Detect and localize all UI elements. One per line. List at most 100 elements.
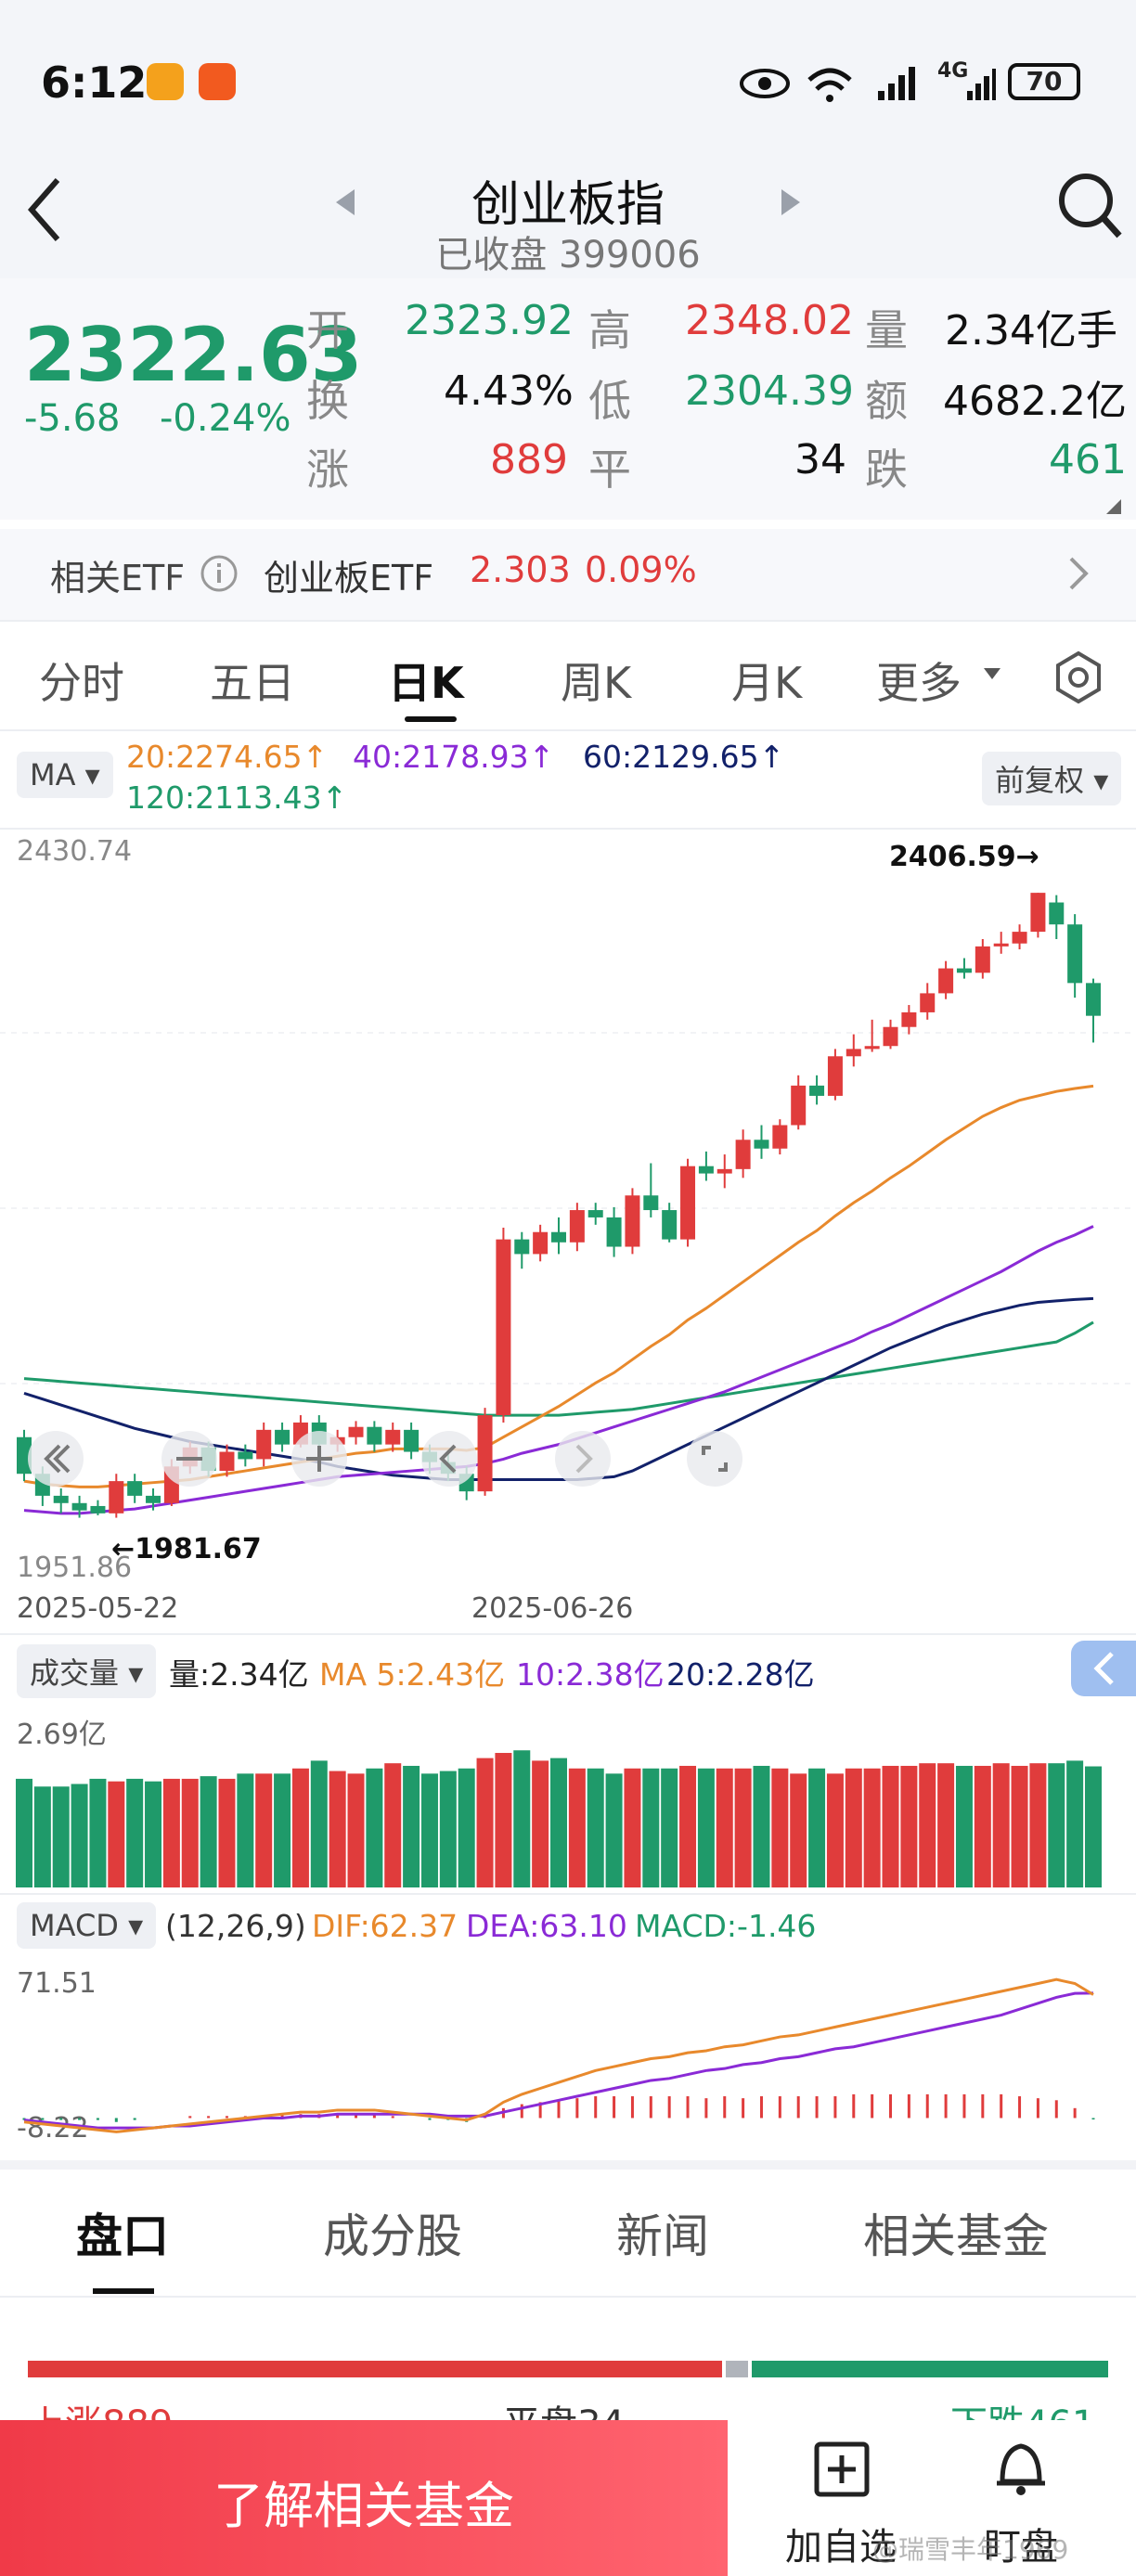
volume-selector[interactable]: 成交量 ▾ <box>17 1644 157 1698</box>
volume-selector-label: 成交量 <box>30 1655 120 1691</box>
prev-index-icon[interactable] <box>334 186 356 219</box>
learn-funds-label: 了解相关基金 <box>213 2477 514 2535</box>
candle-body <box>477 1415 493 1492</box>
volume-today: 量:2.34亿 <box>169 1656 309 1693</box>
candle-body <box>127 1481 143 1496</box>
volume-ma10: 10:2.38亿 <box>516 1656 665 1693</box>
candle-body <box>53 1495 69 1503</box>
candle-body <box>348 1426 364 1437</box>
volume-bar <box>679 1765 697 1887</box>
signal-icon <box>878 67 915 100</box>
candle-body <box>533 1231 549 1255</box>
turnover-label: 换 <box>306 376 349 426</box>
breadth-flat-bar <box>726 2361 748 2377</box>
volume-bar <box>863 1768 881 1887</box>
more-dropdown-icon[interactable] <box>982 666 1002 681</box>
volume-bar <box>771 1768 789 1887</box>
kline-chart[interactable] <box>0 831 1136 1585</box>
volume-bar <box>162 1778 180 1887</box>
zoom-out-fast-icon[interactable] <box>26 1429 85 1488</box>
tab-order-book[interactable]: 盘口 <box>76 2209 169 2263</box>
decliners-label: 跌 <box>865 444 908 495</box>
breadth-up-bar <box>28 2361 722 2377</box>
wifi-icon <box>807 68 852 102</box>
candle-body <box>920 993 936 1012</box>
volume-bar <box>291 1768 309 1887</box>
volume-bar <box>1085 1766 1102 1887</box>
kchart-ymin: 1951.86 <box>17 1552 133 1584</box>
volume-bar <box>71 1784 88 1887</box>
zoom-out-icon[interactable] <box>160 1429 219 1488</box>
candle-body <box>256 1429 272 1460</box>
tab-daily-k[interactable]: 日K <box>388 658 464 708</box>
pan-left-icon[interactable] <box>420 1429 479 1488</box>
open-label: 开 <box>306 305 349 355</box>
monitor-label[interactable]: 盯盘 <box>984 2526 1058 2569</box>
zoom-in-icon[interactable] <box>290 1429 349 1488</box>
kchart-ymax: 2430.74 <box>17 835 133 868</box>
next-index-icon[interactable] <box>780 186 802 219</box>
info-icon[interactable] <box>199 553 239 594</box>
candle-body <box>219 1451 235 1472</box>
ma120-line <box>23 1320 1094 1417</box>
app-notification-icon <box>147 63 184 100</box>
unchanged-label: 平 <box>588 444 631 495</box>
bell-icon[interactable] <box>991 2435 1051 2500</box>
tab-weekly-k[interactable]: 周K <box>561 658 632 708</box>
low-marker: ←1981.67 <box>111 1533 262 1565</box>
tab-news[interactable]: 新闻 <box>616 2209 709 2263</box>
candle-body <box>883 1026 898 1047</box>
fullscreen-icon[interactable] <box>685 1429 744 1488</box>
side-panel-toggle[interactable] <box>1071 1641 1136 1696</box>
pan-right-icon[interactable] <box>553 1429 613 1488</box>
volume-bar <box>697 1768 715 1887</box>
expand-corner-icon[interactable] <box>1104 497 1123 516</box>
candle-body <box>17 1436 32 1475</box>
price-change-pct: -0.24% <box>160 397 291 440</box>
amount-label: 额 <box>865 376 908 426</box>
volume-bar <box>955 1765 973 1887</box>
volume-bar <box>33 1786 51 1887</box>
volume-bar <box>532 1760 549 1887</box>
volume-bar <box>826 1773 844 1887</box>
tab-intraday[interactable]: 分时 <box>39 658 124 708</box>
candle-body <box>404 1429 420 1452</box>
open-value: 2323.92 <box>405 297 574 344</box>
tab-monthly-k[interactable]: 月K <box>731 658 803 708</box>
dif-line <box>23 1977 1094 2133</box>
advancers-value: 889 <box>490 436 568 483</box>
tab-more[interactable]: 更多 <box>876 658 962 708</box>
chart-settings-icon[interactable] <box>1051 650 1106 705</box>
ma20-value: 20:2274.65↑ <box>126 739 329 775</box>
volume-bar <box>605 1773 623 1887</box>
volume-bar <box>624 1768 641 1887</box>
back-icon[interactable] <box>24 174 65 245</box>
related-etf-bar[interactable]: 相关ETF 创业板ETF 2.303 0.09% <box>0 529 1136 622</box>
active-tab-indicator <box>405 716 457 722</box>
tab-five-day[interactable]: 五日 <box>210 658 295 708</box>
volume-bar <box>126 1778 144 1887</box>
volume-bar <box>274 1773 291 1887</box>
volume-ymax: 2.69亿 <box>17 1719 107 1751</box>
volume-bar <box>181 1778 199 1887</box>
candle-body <box>662 1210 678 1240</box>
tab-related-funds[interactable]: 相关基金 <box>863 2209 1049 2263</box>
signal-icon-2 <box>967 69 996 100</box>
add-watchlist-icon[interactable] <box>813 2441 871 2498</box>
candle-body <box>680 1166 696 1240</box>
macd-selector-label: MACD <box>30 1908 119 1943</box>
macd-selector[interactable]: MACD ▾ <box>17 1902 157 1949</box>
candle-body <box>791 1085 807 1126</box>
volume-bar <box>347 1773 365 1887</box>
learn-funds-button[interactable]: 了解相关基金 <box>0 2420 728 2576</box>
volume-bar <box>974 1765 991 1887</box>
candle-body <box>901 1011 917 1027</box>
tab-constituents[interactable]: 成分股 <box>323 2209 462 2263</box>
candle-body <box>71 1502 87 1511</box>
add-watchlist-label[interactable]: 加自选 <box>785 2526 897 2569</box>
candle-body <box>993 943 1009 947</box>
search-icon[interactable] <box>1054 169 1125 243</box>
adjust-selector[interactable]: 前复权 ▾ <box>982 752 1122 805</box>
volume-bar <box>89 1778 107 1887</box>
ma-selector[interactable]: MA ▾ <box>17 752 113 798</box>
